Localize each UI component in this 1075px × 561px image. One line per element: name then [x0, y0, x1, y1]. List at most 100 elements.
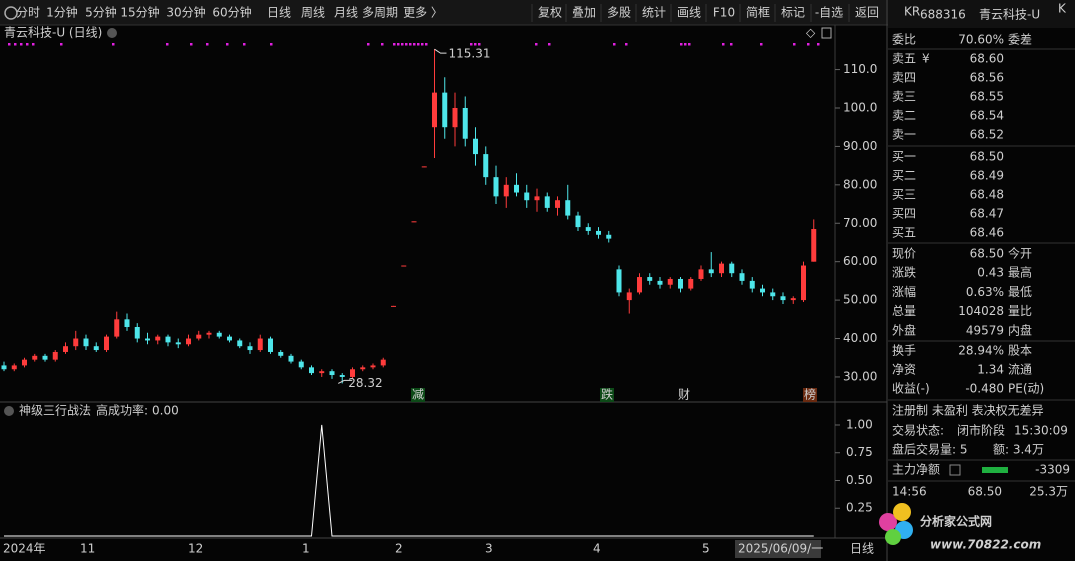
tool-button[interactable]: 叠加	[572, 6, 596, 20]
tool-button[interactable]: F10	[713, 6, 735, 20]
after-hours-amount: 额: 3.4万	[993, 443, 1044, 457]
candle-body	[206, 332, 212, 335]
period-tab[interactable]: 15分钟	[120, 5, 159, 20]
period-tab[interactable]: 日线	[267, 6, 291, 20]
quote-label: 今开	[1008, 246, 1032, 261]
candle-body	[749, 280, 755, 289]
settings-icon[interactable]	[4, 6, 18, 20]
watermark-url: www.70822.com	[930, 538, 1041, 552]
quote-value: -0.480	[965, 382, 1004, 396]
quote-label: 股本	[1008, 344, 1032, 358]
candle-body	[196, 334, 202, 339]
candle-body	[329, 371, 335, 376]
tool-button[interactable]: 画线	[677, 6, 701, 20]
candle-body	[350, 369, 355, 377]
diamond-icon[interactable]: ◇	[806, 26, 816, 40]
period-tab[interactable]: 分时	[16, 6, 40, 20]
signal-dot	[190, 43, 193, 46]
main-net-icon[interactable]	[949, 464, 961, 476]
period-tab[interactable]: 周线	[301, 6, 325, 20]
candle-body	[391, 305, 396, 307]
candle-body	[688, 278, 694, 289]
tool-button[interactable]: 简框	[746, 6, 770, 20]
currency-icon: ¥	[922, 52, 930, 66]
main-net-value: -3309	[1035, 463, 1070, 477]
y-tick-label: 60.00	[843, 254, 877, 268]
event-marker[interactable]: 财	[678, 388, 690, 402]
candle-body	[780, 296, 786, 301]
max-label: 115.31	[449, 47, 491, 61]
signal-dot	[680, 43, 683, 46]
quote-label: 换手	[892, 344, 916, 358]
candle-body	[616, 269, 622, 293]
event-marker[interactable]: 减	[412, 388, 424, 402]
candle-body	[309, 367, 314, 374]
candle-body	[22, 359, 27, 366]
window-icon[interactable]	[821, 27, 832, 39]
candle-body	[626, 292, 632, 301]
signal-dot	[405, 43, 408, 46]
signal-dot	[166, 43, 169, 46]
period-tab[interactable]: 多周期	[362, 6, 398, 20]
period-tab[interactable]: 更多 〉	[403, 6, 443, 20]
signal-dot	[367, 43, 370, 46]
quote-label: 现价	[892, 247, 916, 261]
event-marker[interactable]: 跌	[601, 387, 613, 402]
candle-body	[698, 269, 704, 279]
signal-dot	[684, 43, 687, 46]
period-tab[interactable]: 1分钟	[46, 5, 78, 20]
indicator-dropdown[interactable]	[4, 406, 14, 416]
signal-dot	[206, 43, 209, 46]
candle-body	[647, 277, 653, 281]
period-tab[interactable]: 30分钟	[166, 5, 205, 20]
event-marker[interactable]: 榜	[804, 387, 816, 402]
watermark-title: 分析家公式网	[920, 514, 992, 529]
y-tick-label: 100.0	[843, 100, 877, 114]
signal-dot	[760, 43, 763, 46]
title-dropdown[interactable]	[107, 28, 117, 38]
quote-value: 68.55	[970, 90, 1004, 104]
candle-body	[288, 355, 294, 362]
candle-body	[83, 338, 89, 347]
period-tab[interactable]: 月线	[334, 6, 358, 20]
date-label: 2024年	[3, 542, 46, 556]
signal-dot	[793, 43, 796, 46]
quote-label: 总量	[892, 304, 916, 318]
period-label: 日线	[850, 542, 874, 556]
candle-body	[52, 351, 58, 360]
signal-dot	[613, 43, 616, 46]
candle-body	[462, 107, 468, 139]
signal-dot	[14, 43, 17, 46]
stock-code: 688316	[920, 8, 966, 22]
quote-label: 卖四	[892, 71, 916, 85]
signal-dot	[421, 43, 424, 46]
tool-button[interactable]: -自选	[815, 6, 843, 20]
candle-body	[534, 196, 540, 201]
quote-label: 买四	[892, 207, 916, 221]
logo-petal	[893, 503, 911, 521]
signal-dot	[20, 43, 23, 46]
candle-body	[227, 336, 232, 341]
signal-dot	[688, 43, 691, 46]
candle-body	[729, 263, 735, 274]
candle-body	[483, 154, 489, 178]
status-value: 闭市阶段	[957, 423, 1005, 438]
signal-dot	[478, 43, 481, 46]
quote-label: 外盘	[892, 322, 916, 337]
tool-button[interactable]: 复权	[538, 6, 562, 20]
quote-value: 0.63%	[966, 285, 1004, 299]
candle-body	[298, 361, 304, 368]
date-label: 3	[485, 542, 493, 556]
period-tab[interactable]: 60分钟	[212, 5, 251, 20]
tool-button[interactable]: 多股	[607, 6, 631, 20]
candle-body	[801, 265, 806, 301]
tool-button[interactable]: 标记	[781, 6, 805, 20]
stock-name: 青云科技-U	[979, 8, 1040, 22]
period-tab[interactable]: 5分钟	[85, 5, 117, 20]
tool-button[interactable]: 返回	[855, 6, 879, 20]
quote-label: 卖三	[892, 90, 916, 104]
quote-value: 0.43	[977, 266, 1004, 280]
indicator-title: 神级三行战法	[19, 404, 91, 418]
candle-body	[473, 138, 478, 155]
tool-button[interactable]: 统计	[642, 6, 666, 20]
